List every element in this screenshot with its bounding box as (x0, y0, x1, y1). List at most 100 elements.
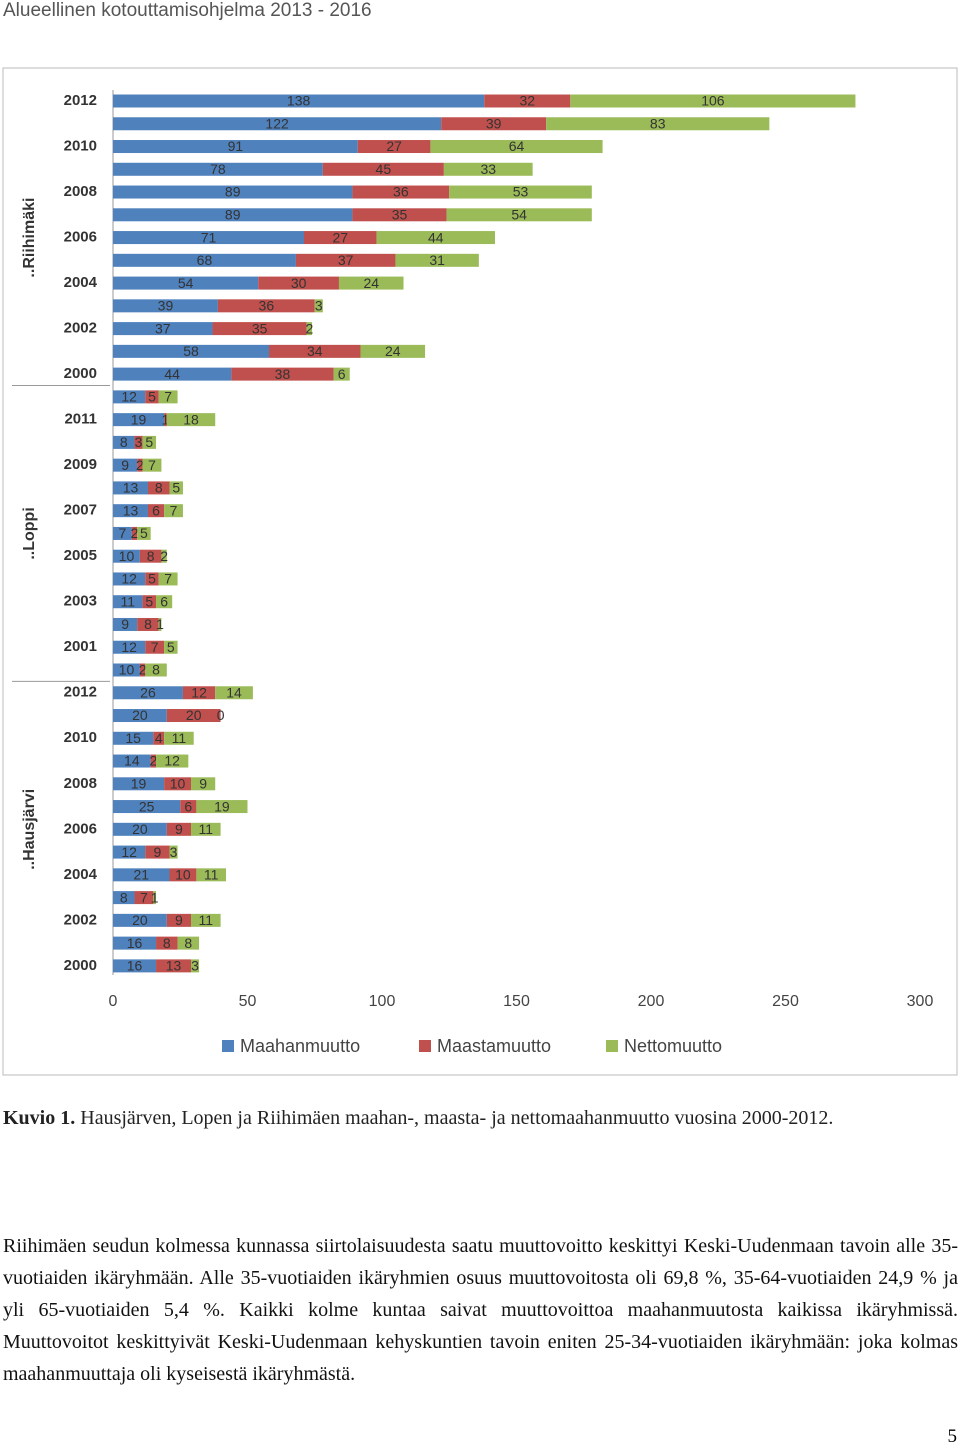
header-title: Alueellinen kotouttamisohjelma 2013 - 20… (3, 0, 372, 21)
data-label: 78 (210, 161, 226, 177)
page-number: 5 (947, 1426, 958, 1447)
x-tick-label: 300 (907, 993, 934, 1010)
bar-segment (113, 709, 167, 723)
y-tick-label: 2006 (64, 229, 97, 246)
data-label: 3 (170, 844, 178, 860)
data-label: 5 (148, 571, 156, 587)
bar-segment (156, 595, 173, 609)
bar-segment (180, 800, 197, 814)
bar-segment (166, 913, 192, 927)
bar-segment (352, 185, 450, 199)
y-tick-label: 2000 (64, 957, 97, 974)
bar-segment (166, 709, 221, 723)
bar-segment (360, 344, 426, 358)
legend-label: Maahanmuutto (240, 1036, 360, 1056)
bar-segment (113, 299, 218, 313)
bar-segment (169, 481, 183, 495)
bar-segment (113, 344, 270, 358)
bar-segment (113, 94, 485, 108)
y-tick-label: 2012 (64, 684, 97, 701)
bar-segment (295, 253, 396, 267)
data-label: 12 (121, 571, 137, 587)
caption-text: Hausjärven, Lopen ja Riihimäen maahan-, … (80, 1107, 834, 1129)
data-label: 11 (204, 867, 219, 883)
bar-segment (113, 800, 181, 814)
data-label: 18 (183, 411, 199, 427)
bar-segment (137, 526, 151, 540)
bar-segment (446, 208, 592, 222)
bar-segment (314, 299, 323, 313)
data-label: 4 (155, 730, 163, 746)
data-label: 12 (121, 639, 137, 655)
data-label: 19 (131, 411, 147, 427)
bar-segment (258, 276, 339, 290)
bar-segment (137, 458, 143, 472)
data-label: 39 (486, 115, 502, 131)
data-label: 37 (338, 252, 354, 268)
bar-segment (113, 936, 157, 950)
bar-segment (113, 777, 165, 791)
bar-segment (546, 117, 770, 131)
bar-segment (113, 185, 353, 199)
bar-segment (164, 640, 178, 654)
data-label: 20 (132, 707, 148, 723)
y-tick-label: 2006 (64, 820, 97, 837)
data-label: 5 (145, 593, 153, 609)
bar-segment (231, 367, 334, 381)
bar-segment (191, 777, 216, 791)
y-tick-label: 2005 (64, 547, 97, 564)
data-label: 27 (333, 229, 349, 245)
data-label: 36 (393, 184, 409, 200)
x-tick-label: 50 (239, 993, 257, 1010)
data-label: 2 (139, 662, 147, 678)
data-label: 3 (135, 434, 143, 450)
data-label: 11 (172, 730, 187, 746)
data-label: 31 (429, 252, 445, 268)
data-label: 21 (133, 867, 149, 883)
bar-segment (113, 868, 170, 882)
x-tick-label: 100 (369, 993, 396, 1010)
data-label: 6 (160, 593, 168, 609)
bar-segment (147, 481, 170, 495)
data-label: 1 (162, 411, 170, 427)
data-label: 19 (131, 776, 147, 792)
data-label: 35 (392, 207, 408, 223)
legend-swatch (419, 1040, 431, 1052)
data-label: 9 (153, 844, 161, 860)
y-tick-label: 2002 (64, 320, 97, 337)
data-label: 8 (184, 935, 192, 951)
bar-segment (156, 959, 192, 973)
bar-segment (441, 117, 547, 131)
data-label: 38 (275, 366, 291, 382)
data-label: 7 (148, 457, 156, 473)
bar-segment (113, 253, 296, 267)
data-label: 13 (123, 502, 139, 518)
data-label: 10 (119, 548, 135, 564)
bar-segment (113, 595, 143, 609)
bar-segment (113, 549, 140, 563)
bar-segment (113, 367, 232, 381)
bar-segment (113, 276, 259, 290)
data-label: 9 (121, 457, 129, 473)
bar-segment (484, 94, 571, 108)
y-tick-label: 2011 (64, 411, 97, 428)
data-label: 58 (183, 343, 199, 359)
bar-segment (196, 800, 248, 814)
bar-segment (113, 140, 358, 154)
y-tick-label: 2012 (64, 92, 97, 109)
bar-segment (306, 322, 313, 336)
bar-segment (430, 140, 603, 154)
legend-swatch (222, 1040, 234, 1052)
data-label: 7 (170, 502, 178, 518)
bar-segment (113, 959, 157, 973)
y-tick-label: 2009 (64, 456, 97, 473)
bar-segment (134, 435, 143, 449)
data-label: 35 (252, 320, 268, 336)
data-label: 9 (175, 912, 183, 928)
data-label: 8 (147, 548, 155, 564)
data-label: 7 (164, 571, 172, 587)
data-label: 8 (155, 480, 163, 496)
data-label: 8 (152, 662, 160, 678)
bar-segment (113, 891, 135, 905)
